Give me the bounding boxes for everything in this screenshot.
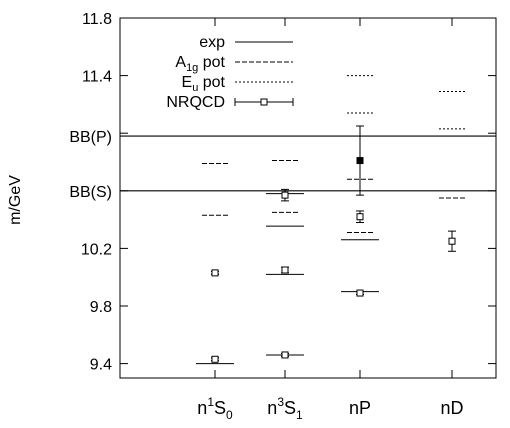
threshold-label: BB(P) [69,129,112,146]
nrqcd-point [281,351,289,359]
y-axis-label: m/GeV [7,175,24,225]
nrqcd-point [281,266,289,274]
plot-area: 9.4 9.8 10.2 11.4 11.8 n1S0 n3S1 nP nD BB(P) BB(S)… [69,11,497,422]
x-tick-label: n3S1 [267,395,303,422]
legend-label: NRQCD [166,94,225,111]
nrqcd-point [356,289,364,297]
x-tick-label: n1S0 [197,395,233,422]
legend-label: Eu pot [182,74,226,94]
x-tick-label: nP [349,398,371,418]
plot-frame [119,17,497,379]
nrqcd-point [211,355,219,363]
legend-label: exp [199,34,225,51]
nrqcd-point [448,237,456,245]
y-tick-label: 11.8 [82,11,112,28]
y-tick-label: 10.2 [81,241,112,258]
legend-swatch-marker [260,98,268,106]
nrqcd-point [356,157,364,165]
nrqcd-point [356,213,364,221]
x-tick-label: nD [440,398,463,418]
legend-label: A1g pot [175,54,225,74]
y-tick-label: 11.4 [82,69,112,86]
nrqcd-point [211,269,219,277]
threshold-label: BB(S) [69,184,112,201]
y-tick-label: 9.4 [90,357,112,374]
nrqcd-point [281,191,289,199]
y-tick-label: 9.8 [90,299,112,316]
